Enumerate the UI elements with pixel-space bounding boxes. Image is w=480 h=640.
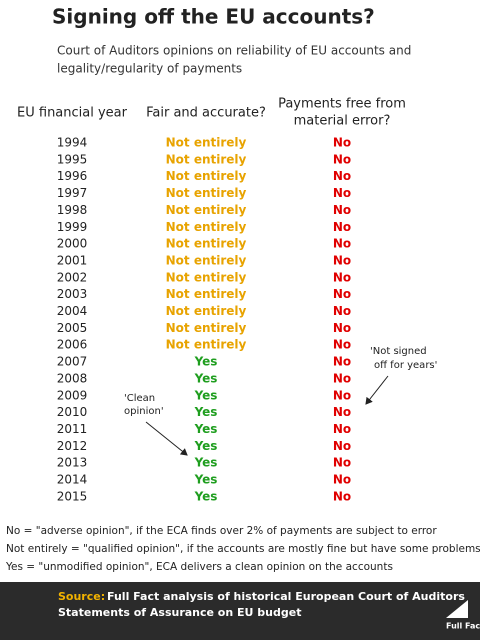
fair-accurate: Yes xyxy=(194,388,218,402)
payments-error-free: No xyxy=(333,152,351,166)
annotation: 'Clean xyxy=(124,393,155,404)
year: 2002 xyxy=(57,270,88,284)
payments-error-free: No xyxy=(333,253,351,267)
fair-accurate: Not entirely xyxy=(166,338,247,352)
fair-accurate: Yes xyxy=(194,456,218,470)
payments-error-free: No xyxy=(333,388,351,402)
source-label: Source: xyxy=(58,590,105,603)
fair-accurate: Not entirely xyxy=(166,169,247,183)
year: 1997 xyxy=(57,186,88,200)
year: 2005 xyxy=(57,321,88,335)
fair-accurate: Not entirely xyxy=(166,321,247,335)
fair-accurate: Not entirely xyxy=(166,237,247,251)
fair-accurate: Yes xyxy=(194,489,218,503)
fair-accurate: Not entirely xyxy=(166,186,247,200)
payments-error-free: No xyxy=(333,237,351,251)
payments-error-free: No xyxy=(333,186,351,200)
year: 2011 xyxy=(57,422,88,436)
fair-accurate: Not entirely xyxy=(166,253,247,267)
fair-accurate: Not entirely xyxy=(166,287,247,301)
annotation: opinion' xyxy=(124,406,164,417)
payments-error-free: No xyxy=(333,405,351,419)
payments-error-free: No xyxy=(333,422,351,436)
subtitle: legality/regularity of payments xyxy=(57,62,242,76)
title: Signing off the EU accounts? xyxy=(52,5,375,29)
column-header: Payments free from xyxy=(278,97,406,112)
source: Statements of Assurance on EU budget xyxy=(58,606,301,619)
column-header: material error? xyxy=(294,114,391,129)
fair-accurate: Yes xyxy=(194,422,218,436)
fair-accurate: Not entirely xyxy=(166,304,247,318)
column-header: EU financial year xyxy=(17,106,128,121)
logo-mark xyxy=(446,600,468,618)
fair-accurate: Not entirely xyxy=(166,136,247,150)
year: 2012 xyxy=(57,439,88,453)
payments-error-free: No xyxy=(333,338,351,352)
fair-accurate: Not entirely xyxy=(166,203,247,217)
annotation: off for years' xyxy=(374,360,437,371)
payments-error-free: No xyxy=(333,270,351,284)
payments-error-free: No xyxy=(333,287,351,301)
year: 2009 xyxy=(57,388,88,402)
year: 2006 xyxy=(57,338,88,352)
year: 2013 xyxy=(57,456,88,470)
payments-error-free: No xyxy=(333,371,351,385)
fair-accurate: Yes xyxy=(194,439,218,453)
subtitle: Court of Auditors opinions on reliabilit… xyxy=(57,44,411,58)
payments-error-free: No xyxy=(333,489,351,503)
fair-accurate: Yes xyxy=(194,405,218,419)
table-body: 1994 Not entirely No 1995 Not entirely No 1996… xyxy=(57,136,351,504)
year: 2003 xyxy=(57,287,88,301)
payments-error-free: No xyxy=(333,203,351,217)
logo: Full Fact xyxy=(446,622,480,631)
year: 1996 xyxy=(57,169,88,183)
year: 2010 xyxy=(57,405,88,419)
payments-error-free: No xyxy=(333,456,351,470)
source: Full Fact analysis of historical Europea… xyxy=(107,590,465,603)
note: Not entirely = "qualified opinion", if t… xyxy=(6,543,480,555)
payments-error-free: No xyxy=(333,473,351,487)
note: No = "adverse opinion", if the ECA finds… xyxy=(6,525,437,537)
arrow xyxy=(145,421,188,456)
year: 1998 xyxy=(57,203,88,217)
year: 2014 xyxy=(57,473,88,487)
payments-error-free: No xyxy=(333,136,351,150)
arrow xyxy=(365,375,389,405)
year: 1994 xyxy=(57,136,88,150)
footer-bar xyxy=(0,582,480,640)
year: 1995 xyxy=(57,152,88,166)
year: 2000 xyxy=(57,237,88,251)
column-header: Fair and accurate? xyxy=(146,106,266,121)
annotation: 'Not signed xyxy=(370,346,427,357)
payments-error-free: No xyxy=(333,220,351,234)
fair-accurate: Not entirely xyxy=(166,152,247,166)
year: 1999 xyxy=(57,220,88,234)
fair-accurate: Yes xyxy=(194,473,218,487)
fair-accurate: Not entirely xyxy=(166,270,247,284)
payments-error-free: No xyxy=(333,439,351,453)
payments-error-free: No xyxy=(333,304,351,318)
payments-error-free: No xyxy=(333,169,351,183)
payments-error-free: No xyxy=(333,321,351,335)
year: 2004 xyxy=(57,304,88,318)
note: Yes = "unmodified opinion", ECA delivers… xyxy=(5,561,393,573)
year: 2001 xyxy=(57,253,88,267)
year: 2008 xyxy=(57,371,88,385)
fair-accurate: Not entirely xyxy=(166,220,247,234)
year: 2007 xyxy=(57,355,88,369)
fair-accurate: Yes xyxy=(194,355,218,369)
fair-accurate: Yes xyxy=(194,371,218,385)
payments-error-free: No xyxy=(333,355,351,369)
year: 2015 xyxy=(57,489,88,503)
